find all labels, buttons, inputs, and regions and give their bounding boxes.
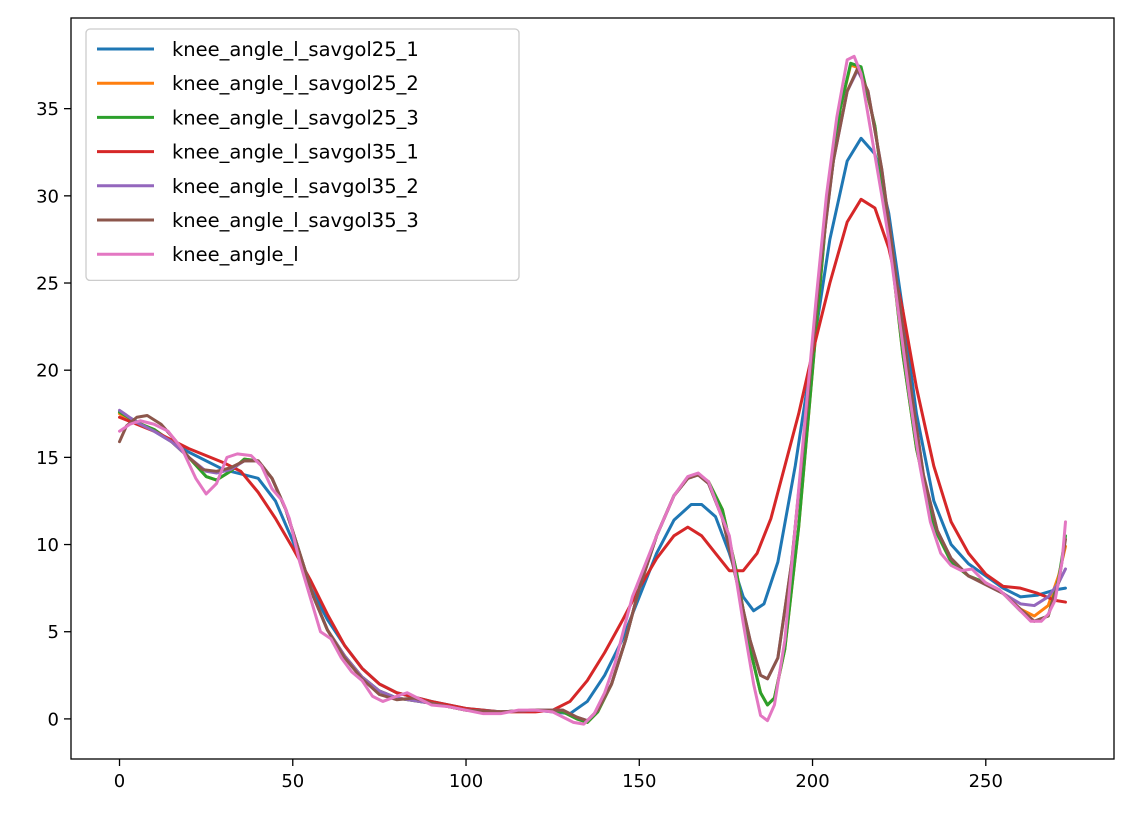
y-tick-label: 10	[36, 535, 59, 556]
x-tick-label: 50	[281, 771, 304, 792]
axes-frame	[70, 17, 1115, 760]
series-line-knee_angle_l_savgol35_3	[118, 67, 1067, 723]
x-tick-label: 100	[449, 771, 483, 792]
x-tick-label: 150	[622, 771, 656, 792]
series-line-knee_angle_l	[118, 54, 1067, 726]
y-tick-label: 25	[36, 274, 59, 295]
legend-box	[85, 28, 520, 282]
legend-label: knee_angle_l_savgol35_2	[172, 175, 419, 198]
y-tick-label: 35	[36, 99, 59, 120]
legend-label: knee_angle_l_savgol25_1	[172, 38, 419, 61]
legend-label: knee_angle_l_savgol25_3	[172, 106, 419, 129]
series-line-knee_angle_l_savgol35_1	[118, 197, 1067, 714]
legend-label: knee_angle_l_savgol35_1	[172, 141, 419, 164]
y-tick-label: 5	[48, 622, 59, 643]
legend-label: knee_angle_l_savgol35_3	[172, 209, 419, 232]
y-tick-label: 20	[36, 361, 59, 382]
legend[interactable]: knee_angle_l_savgol25_1 knee_angle_l_savg…	[85, 28, 520, 282]
y-tick-label: 15	[36, 448, 59, 469]
y-tick-label: 0	[48, 709, 59, 730]
y-axis: 0 5 10 15 20 25 30 35	[36, 99, 71, 730]
legend-label: knee_angle_l	[172, 243, 299, 266]
series-line-knee_angle_l_savgol25_1	[118, 136, 1067, 716]
x-tick-label: 200	[795, 771, 829, 792]
plot-lines	[118, 54, 1067, 726]
x-tick-label: 250	[969, 771, 1003, 792]
legend-label: knee_angle_l_savgol25_2	[172, 72, 419, 95]
y-tick-label: 30	[36, 186, 59, 207]
x-tick-label: 0	[114, 771, 125, 792]
x-axis: 0 50 100 150 200 250	[114, 759, 1003, 792]
